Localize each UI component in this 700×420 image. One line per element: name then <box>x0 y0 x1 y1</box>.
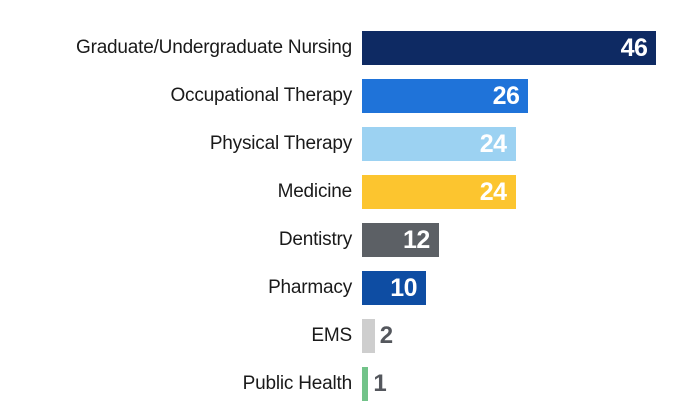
value-label-outside: 2 <box>379 322 393 349</box>
bar-area: 2 <box>362 319 700 353</box>
bar <box>362 319 375 353</box>
bar: 24 <box>362 175 516 209</box>
bar-row: Graduate/Undergraduate Nursing 46 <box>0 31 700 65</box>
value-label-inside: 24 <box>479 177 507 206</box>
category-label: Occupational Therapy <box>170 85 352 106</box>
bar: 24 <box>362 127 516 161</box>
category-label: Graduate/Undergraduate Nursing <box>75 37 352 58</box>
category-label: EMS <box>311 325 352 346</box>
value-label-outside: 1 <box>373 370 387 397</box>
value-label-inside: 24 <box>479 129 507 158</box>
bar-row: Dentistry 12 <box>0 223 700 257</box>
bar-row: Occupational Therapy 26 <box>0 79 700 113</box>
category-label: Pharmacy <box>268 277 352 298</box>
bar: 10 <box>362 271 426 305</box>
category-label: Dentistry <box>278 229 352 250</box>
bar: 46 <box>362 31 657 65</box>
bar-area: 12 <box>362 223 700 257</box>
bar-row: Physical Therapy 24 <box>0 127 700 161</box>
value-label-inside: 26 <box>492 81 520 110</box>
bar: 26 <box>362 79 529 113</box>
category-label: Medicine <box>277 181 353 202</box>
bar-area: 24 <box>362 127 700 161</box>
value-label-inside: 46 <box>620 33 648 62</box>
bar: 12 <box>362 223 439 257</box>
value-label-inside: 12 <box>402 225 430 254</box>
bar <box>362 367 369 401</box>
bar-area: 10 <box>362 271 700 305</box>
bar-row: Public Health 1 <box>0 367 700 401</box>
bar-area: 1 <box>362 367 700 401</box>
value-label-inside: 10 <box>390 273 417 302</box>
bar-area: 46 <box>362 31 700 65</box>
bar-row: EMS 2 <box>0 319 700 353</box>
bar-area: 24 <box>362 175 700 209</box>
category-label: Physical Therapy <box>209 133 352 154</box>
category-label: Public Health <box>242 373 353 394</box>
bar-area: 26 <box>362 79 700 113</box>
bar-rows: Graduate/Undergraduate Nursing 46 Occupa… <box>0 31 700 401</box>
bar-row: Pharmacy 10 <box>0 271 700 305</box>
bar-row: Medicine 24 <box>0 175 700 209</box>
